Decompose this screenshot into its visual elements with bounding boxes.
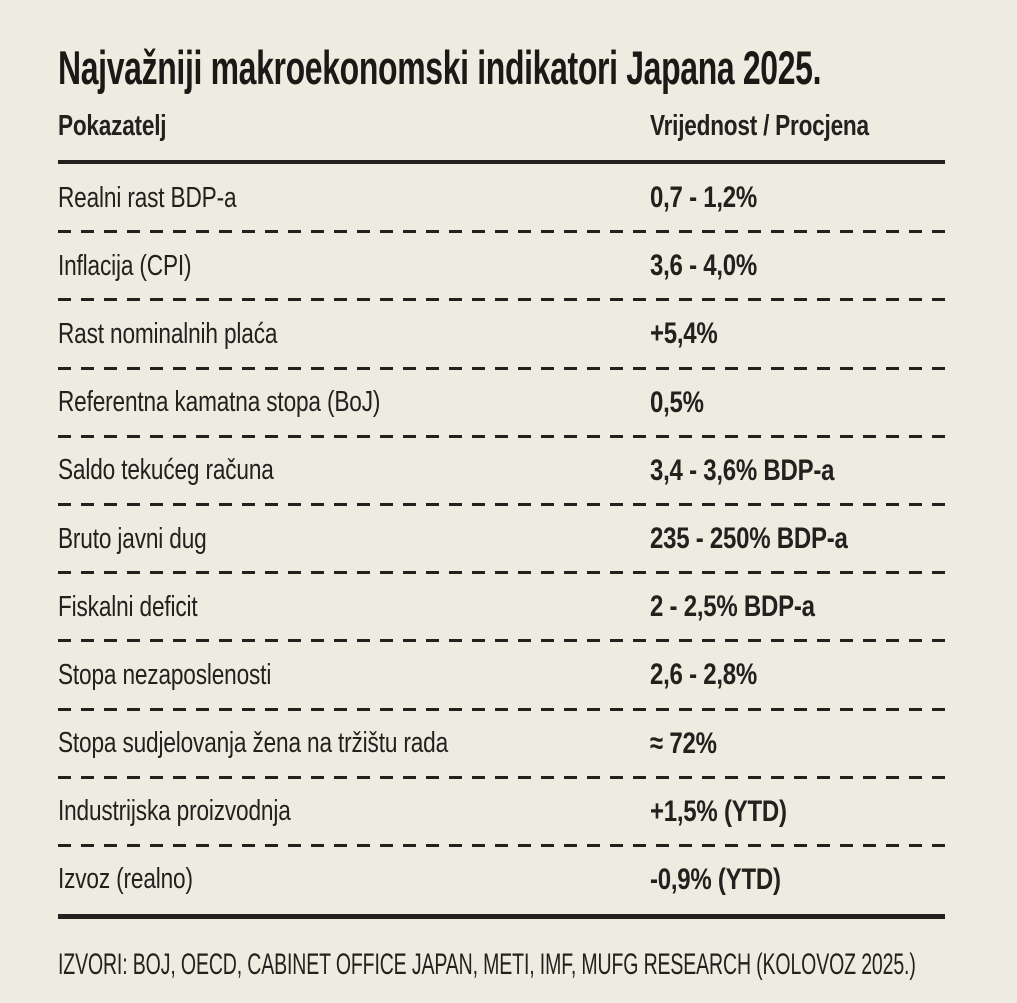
value-cell: 0,5% <box>650 386 945 420</box>
indicator-label: Saldo tekućeg računa <box>58 454 274 487</box>
sources-text: IZVORI: BOJ, OECD, CABINET OFFICE JAPAN,… <box>58 948 916 981</box>
value-cell: 235 - 250% BDP-a <box>650 522 945 556</box>
table-row: Bruto javni dug 235 - 250% BDP-a <box>58 505 945 575</box>
page-title: Najvažniji makroekonomski indikatori Jap… <box>58 40 1017 95</box>
indicator-label: Stopa nezaposlenosti <box>58 658 272 691</box>
indicator-cell: Saldo tekućeg računa <box>58 454 650 487</box>
indicator-label: Izvoz (realno) <box>58 863 193 896</box>
indicator-label: Bruto javni dug <box>58 522 207 555</box>
table-row: Saldo tekućeg računa 3,4 - 3,6% BDP-a <box>58 437 945 507</box>
indicator-cell: Izvoz (realno) <box>58 863 650 896</box>
indicator-value: 3,4 - 3,6% BDP-a <box>650 453 835 487</box>
column-header-value: Vrijednost / Procjena <box>650 110 931 143</box>
value-cell: 3,4 - 3,6% BDP-a <box>650 454 945 488</box>
table-row: Referentna kamatna stopa (BoJ) 0,5% <box>58 369 945 438</box>
value-cell: 3,6 - 4,0% <box>650 249 945 283</box>
indicator-cell: Bruto javni dug <box>58 523 650 556</box>
indicator-value: +5,4% <box>650 317 718 351</box>
value-cell: ≈ 72% <box>650 727 945 761</box>
column-header-indicator: Pokazatelj <box>58 110 167 142</box>
indicator-cell: Realni rast BDP-a <box>58 182 650 215</box>
value-cell: +1,5% (YTD) <box>650 795 945 829</box>
table-row: Stopa nezaposlenosti 2,6 - 2,8% <box>58 641 945 711</box>
indicator-label: Fiskalni deficit <box>58 590 198 623</box>
table-body: Realni rast BDP-a 0,7 - 1,2% Inflacija (… <box>58 164 945 914</box>
value-cell: +5,4% <box>650 317 945 351</box>
indicator-cell: Rast nominalnih plaća <box>58 318 650 351</box>
table-header-row: Pokazatelj Vrijednost / Procjena <box>58 110 945 150</box>
indicator-value: 0,7 - 1,2% <box>650 181 757 215</box>
indicator-value: 235 - 250% BDP-a <box>650 522 848 556</box>
table-row: Inflacija (CPI) 3,6 - 4,0% <box>58 232 945 302</box>
indicator-value: 2 - 2,5% BDP-a <box>650 590 815 624</box>
value-cell: 0,7 - 1,2% <box>650 181 945 215</box>
indicator-label: Rast nominalnih plaća <box>58 317 278 350</box>
value-cell: 2 - 2,5% BDP-a <box>650 590 945 624</box>
table-row: Izvoz (realno) -0,9% (YTD) <box>58 846 945 914</box>
indicator-label: Referentna kamatna stopa (BoJ) <box>58 386 381 419</box>
indicator-cell: Stopa sudjelovanja žena na tržištu rada <box>58 727 650 760</box>
indicator-cell: Inflacija (CPI) <box>58 250 650 283</box>
page-title-text: Najvažniji makroekonomski indikatori Jap… <box>58 41 822 94</box>
indicator-cell: Industrijska proizvodnja <box>58 795 650 828</box>
table-row: Stopa sudjelovanja žena na tržištu rada … <box>58 710 945 779</box>
indicator-value: 3,6 - 4,0% <box>650 249 757 283</box>
indicator-value: 0,5% <box>650 385 704 419</box>
indicator-label: Industrijska proizvodnja <box>58 795 291 828</box>
sources-line: IZVORI: BOJ, OECD, CABINET OFFICE JAPAN,… <box>58 948 1017 982</box>
value-cell: 2,6 - 2,8% <box>650 658 945 692</box>
bottom-rule <box>58 914 945 919</box>
top-rule <box>58 160 945 164</box>
indicator-cell: Referentna kamatna stopa (BoJ) <box>58 386 650 419</box>
table-row: Fiskalni deficit 2 - 2,5% BDP-a <box>58 573 945 643</box>
indicator-value: -0,9% (YTD) <box>650 862 781 896</box>
table-row: Realni rast BDP-a 0,7 - 1,2% <box>58 164 945 234</box>
indicator-value: 2,6 - 2,8% <box>650 658 757 692</box>
indicator-value: +1,5% (YTD) <box>650 794 787 828</box>
column-header-value-text: Vrijednost / Procjena <box>650 110 869 142</box>
indicator-value: ≈ 72% <box>650 726 717 760</box>
indicator-label: Inflacija (CPI) <box>58 249 192 282</box>
indicator-label: Stopa sudjelovanja žena na tržištu rada <box>58 727 449 760</box>
value-cell: -0,9% (YTD) <box>650 863 945 897</box>
table-row: Rast nominalnih plaća +5,4% <box>58 300 945 370</box>
table-row: Industrijska proizvodnja +1,5% (YTD) <box>58 778 945 848</box>
indicator-cell: Fiskalni deficit <box>58 591 650 624</box>
indicator-cell: Stopa nezaposlenosti <box>58 659 650 692</box>
indicator-label: Realni rast BDP-a <box>58 181 237 214</box>
